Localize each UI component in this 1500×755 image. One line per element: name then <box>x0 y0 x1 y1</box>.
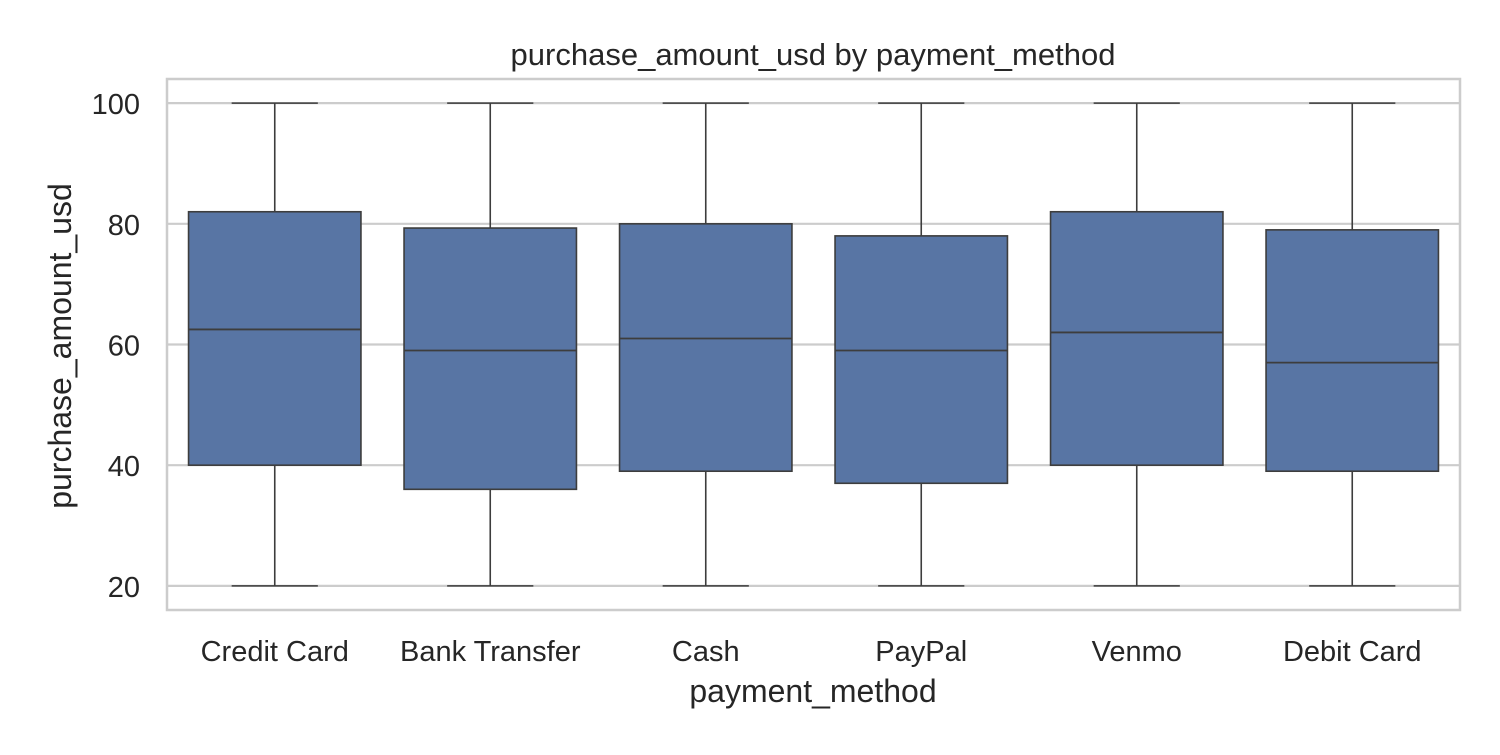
x-tick-label: Cash <box>672 636 740 668</box>
y-tick-labels: 20 40 60 80 100 <box>92 89 140 604</box>
iqr-box <box>187 210 362 466</box>
box-plot-item <box>618 102 793 587</box>
x-tick-label: Debit Card <box>1283 636 1422 668</box>
box-plot-item <box>834 102 1009 587</box>
boxes-layer <box>187 102 1440 587</box>
y-tick-label: 100 <box>92 89 140 121</box>
x-tick-label: PayPal <box>875 636 967 668</box>
iqr-box <box>403 227 578 491</box>
iqr-box <box>618 223 793 473</box>
x-axis-label: payment_method <box>689 673 936 709</box>
x-tick-label: Credit Card <box>201 636 349 668</box>
y-axis-label: purchase_amount_usd <box>42 183 78 509</box>
y-tick-label: 80 <box>108 210 140 242</box>
iqr-box <box>834 235 1009 485</box>
box-plot-item <box>187 102 362 587</box>
y-tick-label: 60 <box>108 331 140 363</box>
box-plot-item <box>1049 102 1224 587</box>
y-tick-label: 20 <box>108 572 140 604</box>
x-tick-label: Venmo <box>1092 636 1182 668</box>
box-plot-item <box>403 102 578 587</box>
chart-title: purchase_amount_usd by payment_method <box>511 37 1116 72</box>
box-plot-item <box>1265 102 1440 587</box>
iqr-box <box>1049 210 1224 466</box>
plot-frame <box>165 77 1462 612</box>
grid-lines <box>167 102 1460 587</box>
y-tick-label: 40 <box>108 451 140 483</box>
x-tick-labels: Credit Card Bank Transfer Cash PayPal Venmo D… <box>201 636 1422 668</box>
x-tick-label: Bank Transfer <box>400 636 581 668</box>
iqr-box <box>1265 229 1440 473</box>
